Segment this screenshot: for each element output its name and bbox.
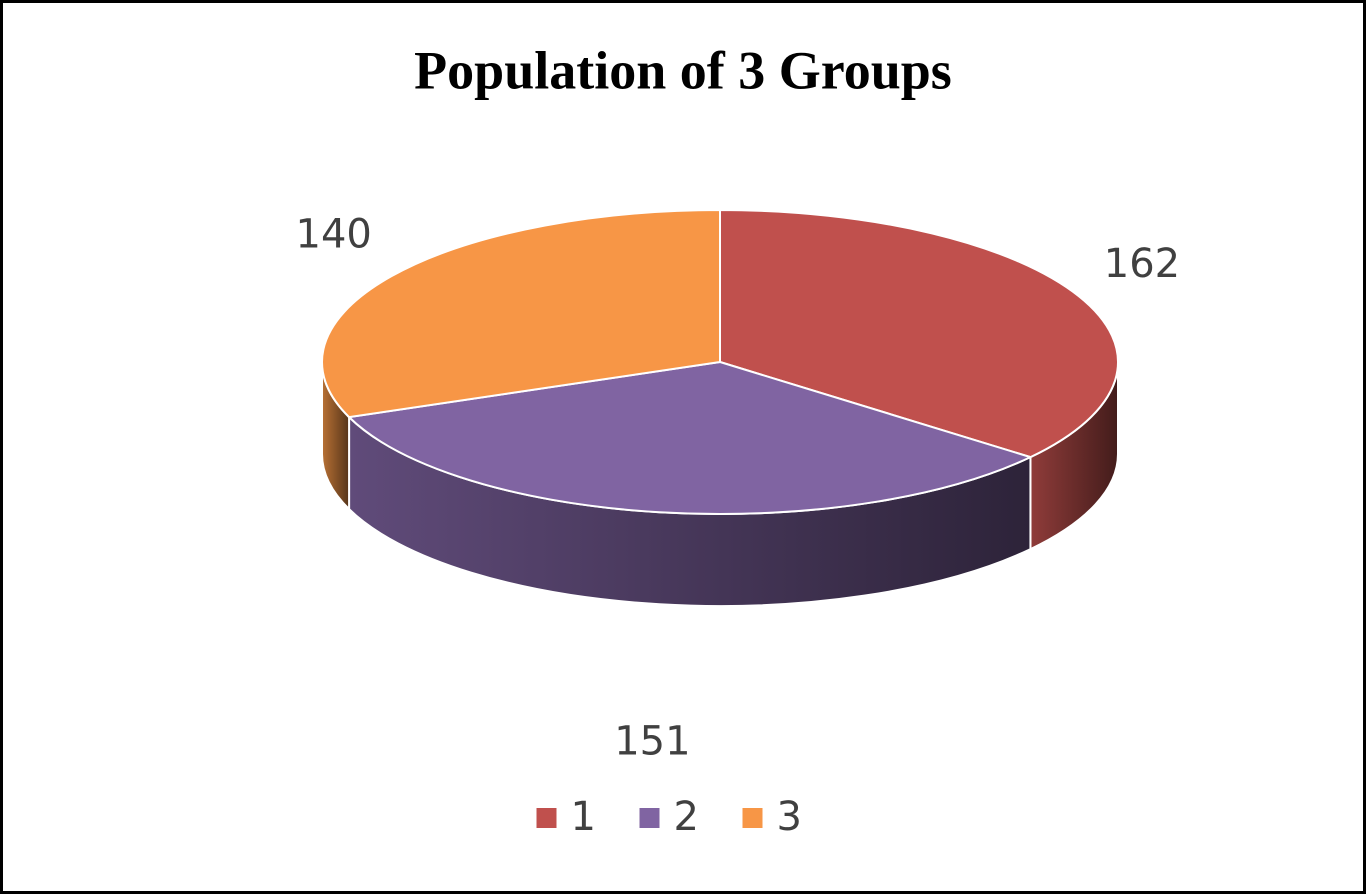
legend-swatch: [536, 808, 557, 828]
legend-label: 3: [777, 794, 802, 840]
chart-title: Population of 3 Groups: [414, 40, 952, 100]
data-label: 140: [296, 212, 372, 258]
legend-swatch: [742, 808, 763, 828]
pie-slice: [321, 208, 721, 419]
legend-label: 1: [571, 794, 596, 840]
data-label: 151: [614, 718, 690, 764]
data-label: 162: [1104, 241, 1180, 287]
pie-slice: [719, 208, 1119, 459]
legend-label: 2: [674, 794, 699, 840]
pie-slice: [346, 360, 1034, 515]
legend-swatch: [639, 808, 660, 828]
